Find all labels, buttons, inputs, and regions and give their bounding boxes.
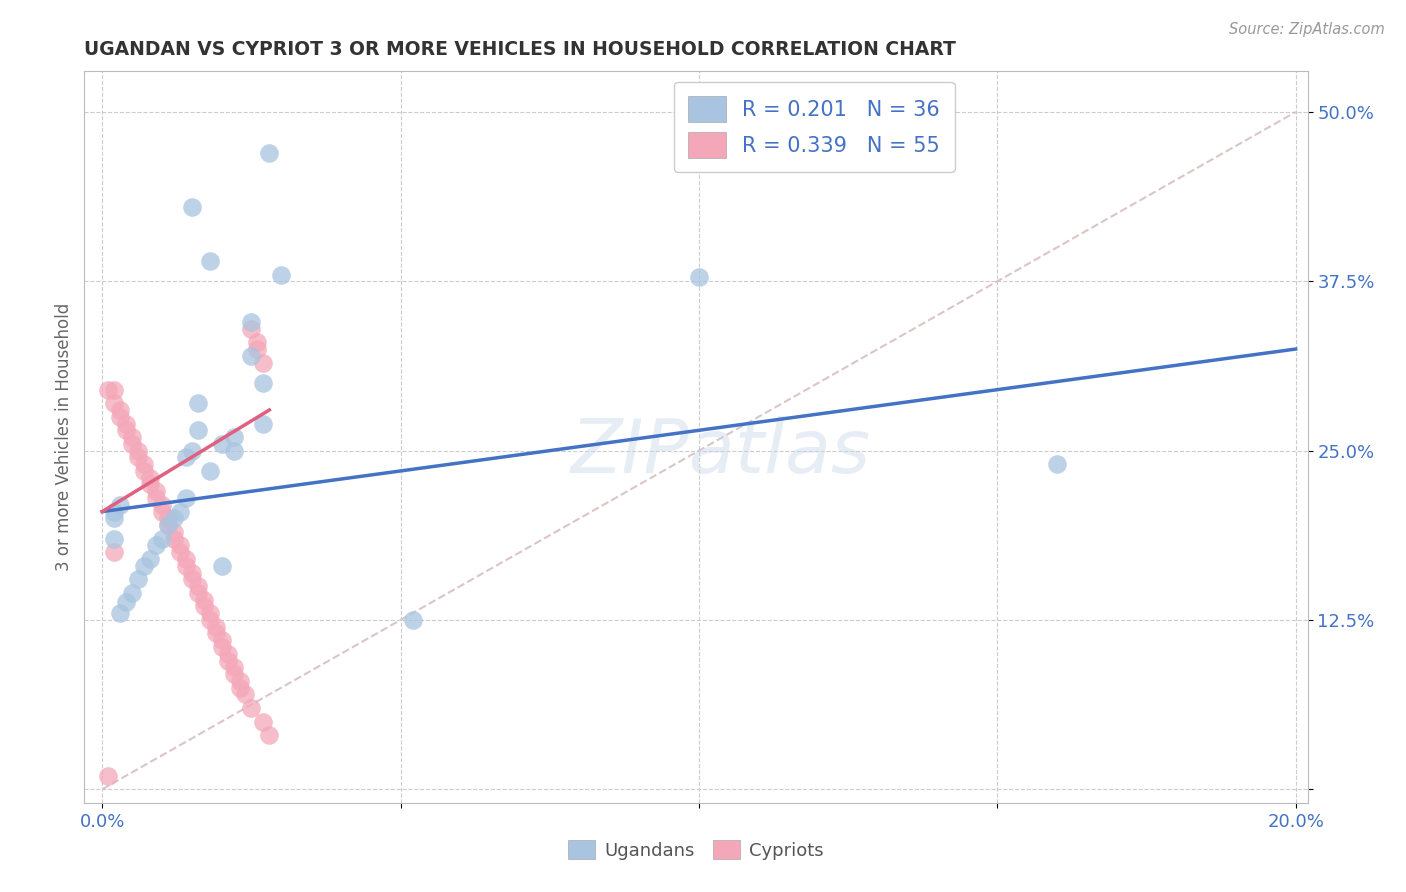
Point [115,595,138,609]
Point [139,471,162,485]
Point [103,383,125,397]
Point [204,620,226,634]
Point [156,518,179,533]
Point [97,769,120,783]
Point [180,572,202,586]
Point [246,342,269,356]
Point [252,355,274,369]
Point [103,505,125,519]
Point [187,423,209,437]
Point [145,491,167,505]
Point [240,315,263,329]
Point [127,572,149,586]
Point [222,667,245,681]
Point [240,701,263,715]
Point [246,335,269,350]
Point [150,505,173,519]
Point [108,409,131,424]
Point [270,268,292,282]
Point [103,396,125,410]
Point [204,626,226,640]
Point [121,586,143,600]
Point [228,673,250,688]
Point [198,613,221,627]
Point [174,450,197,465]
Point [174,491,197,505]
Point [103,545,125,559]
Point [150,532,173,546]
Point [259,145,281,160]
Point [211,640,233,654]
Point [401,613,423,627]
Point [163,511,186,525]
Point [108,606,131,620]
Point [240,349,263,363]
Point [222,430,245,444]
Point [169,538,191,552]
Point [145,538,167,552]
Point [187,586,209,600]
Point [156,511,179,525]
Point [211,558,233,573]
Point [103,511,125,525]
Point [132,457,155,471]
Point [127,450,149,465]
Point [688,270,710,285]
Point [163,524,186,539]
Point [228,681,250,695]
Point [222,660,245,674]
Point [180,443,202,458]
Point [103,532,125,546]
Point [163,532,186,546]
Point [169,545,191,559]
Point [193,592,215,607]
Point [217,647,239,661]
Point [193,599,215,614]
Point [139,552,162,566]
Point [259,728,281,742]
Point [132,558,155,573]
Point [121,437,143,451]
Point [198,606,221,620]
Point [252,714,274,729]
Point [1046,457,1069,471]
Point [240,322,263,336]
Point [156,518,179,533]
Text: ZIPatlas: ZIPatlas [571,416,870,488]
Point [139,477,162,491]
Y-axis label: 3 or more Vehicles in Household: 3 or more Vehicles in Household [55,303,73,571]
Point [211,437,233,451]
Text: Source: ZipAtlas.com: Source: ZipAtlas.com [1229,22,1385,37]
Point [222,443,245,458]
Point [97,383,120,397]
Point [115,417,138,431]
Point [198,254,221,268]
Point [169,505,191,519]
Point [115,423,138,437]
Legend: Ugandans, Cypriots: Ugandans, Cypriots [561,833,831,867]
Point [211,633,233,648]
Point [187,579,209,593]
Point [150,498,173,512]
Point [180,200,202,214]
Point [132,464,155,478]
Point [198,464,221,478]
Point [187,396,209,410]
Point [174,552,197,566]
Point [252,417,274,431]
Text: UGANDAN VS CYPRIOT 3 OR MORE VEHICLES IN HOUSEHOLD CORRELATION CHART: UGANDAN VS CYPRIOT 3 OR MORE VEHICLES IN… [84,39,956,59]
Point [145,484,167,499]
Point [108,498,131,512]
Point [108,403,131,417]
Point [180,566,202,580]
Point [235,688,257,702]
Point [252,376,274,390]
Point [174,558,197,573]
Point [217,654,239,668]
Point [121,430,143,444]
Point [127,443,149,458]
